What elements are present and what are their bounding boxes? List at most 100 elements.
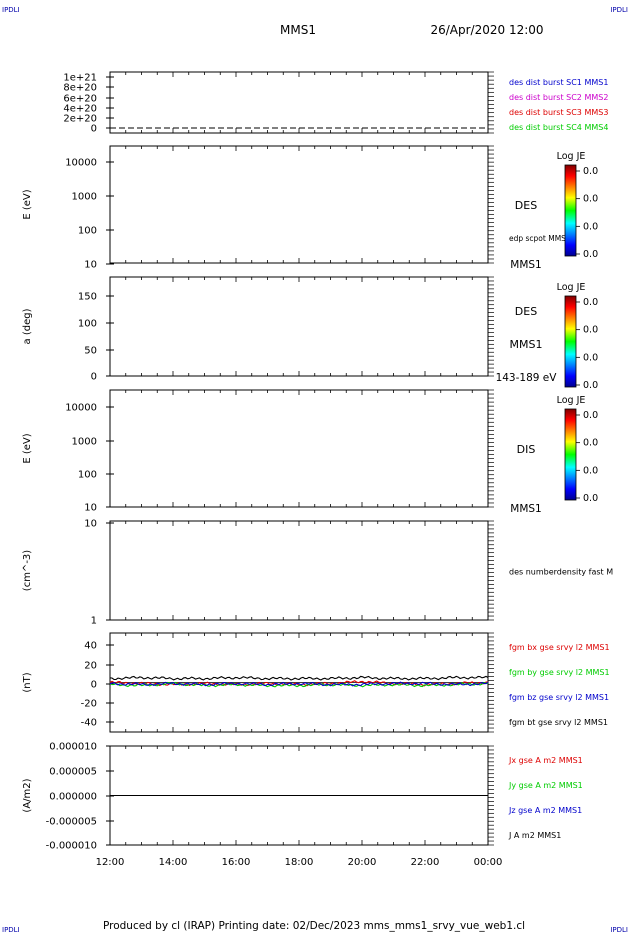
y-axis-label: a (deg) (22, 308, 33, 344)
legend-entry: des dist burst SC1 MMS1 (509, 78, 608, 87)
corner-label-top-left: IPDLI (2, 6, 20, 14)
y-tick-label: 50 (84, 346, 97, 357)
y-tick-label: 10 (84, 519, 97, 530)
x-tick-label: 14:00 (159, 857, 188, 868)
colorbar-tick-label: 0.0 (583, 166, 598, 177)
y-tick-label: -40 (81, 718, 97, 729)
panel-3: 150 100 50 0 a (deg) DES MMS1 143-189 eV Log JE 0… (22, 276, 598, 391)
y-tick-label: 0.000010 (49, 742, 97, 753)
colorbar (564, 164, 577, 257)
footer-text: Produced by cl (IRAP) Printing date: 02/… (103, 920, 525, 932)
panel-side-label: DES (515, 305, 537, 318)
panel-4: 10000 1000 100 10 E (eV) DIS MMS1 Log JE 0.0 0.0 0… (22, 389, 598, 515)
panel-side-label: MMS1 (510, 338, 543, 351)
y-axis-label: (cm^-3) (22, 550, 33, 591)
colorbar-tick-label: 0.0 (583, 194, 598, 205)
colorbar-tick-label: 0.0 (583, 410, 598, 421)
y-tick-label: 2e+20 (63, 114, 97, 125)
y-tick-label: 0.000000 (49, 792, 97, 803)
colorbar-title: Log JE (557, 151, 586, 162)
y-tick-label: 6e+20 (63, 94, 97, 105)
colorbar-tick-label: 0.0 (583, 438, 598, 449)
y-tick-label: 1000 (72, 437, 97, 448)
y-tick-label: 100 (78, 319, 97, 330)
y-tick-label: 0 (91, 680, 97, 691)
corner-label-bottom-left: IPDLI (2, 926, 20, 934)
y-tick-label: 1000 (72, 192, 97, 203)
y-axis-label: E (eV) (22, 433, 33, 463)
y-tick-label: 10000 (65, 158, 97, 169)
colorbar-tick-label: 0.0 (583, 352, 598, 363)
colorbar-tick-label: 0.0 (583, 249, 598, 260)
colorbar-tick-label: 0.0 (583, 297, 598, 308)
time-axis: 12:00 14:00 16:00 18:00 20:00 22:00 00:00 (96, 857, 503, 868)
colorbar (564, 408, 577, 501)
panel-side-label: DIS (517, 443, 536, 456)
y-tick-label: 20 (84, 661, 97, 672)
y-tick-label: 150 (78, 292, 97, 303)
legend-entry: des dist burst SC4 MMS4 (509, 123, 608, 132)
x-tick-label: 16:00 (222, 857, 251, 868)
legend-entry: fgm by gse srvy l2 MMS1 (509, 668, 610, 677)
x-tick-label: 20:00 (348, 857, 377, 868)
x-tick-label: 18:00 (285, 857, 314, 868)
x-tick-label: 12:00 (96, 857, 125, 868)
panel-frame (109, 145, 489, 264)
panel-side-label: DES (515, 199, 537, 212)
corner-label-top-right: IPDLI (610, 6, 628, 14)
legend-entry: des dist burst SC3 MMS3 (509, 108, 608, 117)
colorbar-tick-label: 0.0 (583, 221, 598, 232)
panel-side-label: edp scpot MMS1 (509, 234, 571, 243)
corner-label-bottom-right: IPDLI (610, 926, 628, 934)
y-tick-label: 8e+20 (63, 83, 97, 94)
spacecraft-title: MMS1 (280, 23, 316, 37)
x-tick-label: 22:00 (411, 857, 440, 868)
panel-7: 0.000010 0.000005 0.000000 -0.000005 -0.0000… (22, 742, 583, 852)
legend-entry: des numberdensity fast M (509, 568, 613, 577)
y-axis-label: E (eV) (22, 189, 33, 219)
panel-2: 10000 1000 100 10 E (eV) DES edp scpot MMS1 MMS… (22, 145, 598, 271)
colorbar-tick-label: 0.0 (583, 380, 598, 391)
panel-frame (109, 71, 489, 134)
series-line-black (109, 675, 489, 681)
y-tick-label: 100 (78, 226, 97, 237)
y-tick-label: -20 (81, 699, 97, 710)
y-tick-label: 0 (91, 124, 97, 135)
y-tick-label: 0.000005 (49, 767, 97, 778)
panel-side-label: MMS1 (510, 259, 541, 271)
y-tick-label: -0.000005 (46, 817, 97, 828)
legend-entry: des dist burst SC2 MMS2 (509, 93, 608, 102)
y-tick-label: 10 (84, 503, 97, 514)
legend-entry: fgm bz gse srvy l2 MMS1 (509, 693, 609, 702)
legend-entry: fgm bt gse srvy l2 MMS1 (509, 718, 608, 727)
panel-side-label: MMS1 (510, 503, 541, 515)
legend-entry: Jz gse A m2 MMS1 (508, 806, 582, 815)
legend-entry: fgm bx gse srvy l2 MMS1 (509, 643, 610, 652)
series-line-blue (109, 681, 489, 687)
y-axis-label: (A/m2) (22, 778, 33, 812)
y-tick-label: 40 (84, 641, 97, 652)
y-tick-label: -0.000010 (46, 841, 97, 852)
colorbar-title: Log JE (557, 282, 586, 293)
colorbar-title: Log JE (557, 395, 586, 406)
y-tick-label: 4e+20 (63, 104, 97, 115)
y-axis-label: (nT) (22, 672, 33, 692)
colorbar-tick-label: 0.0 (583, 325, 598, 336)
legend-entry: J A m2 MMS1 (508, 831, 561, 840)
colorbar-tick-label: 0.0 (583, 465, 598, 476)
colorbar-tick-label: 0.0 (583, 493, 598, 504)
panel-frame (109, 389, 489, 508)
panel-frame (109, 520, 489, 621)
x-tick-label: 00:00 (474, 857, 503, 868)
y-tick-label: 1e+21 (63, 73, 97, 84)
y-tick-label: 1 (91, 616, 97, 627)
y-tick-label: 100 (78, 470, 97, 481)
panel-5: 10 1 (cm^-3) des numberdensity fast M (22, 519, 613, 627)
y-tick-label: 10000 (65, 403, 97, 414)
panel-frame (109, 276, 489, 377)
panel-side-label: 143-189 eV (496, 372, 558, 384)
y-tick-label: 0 (91, 372, 97, 383)
